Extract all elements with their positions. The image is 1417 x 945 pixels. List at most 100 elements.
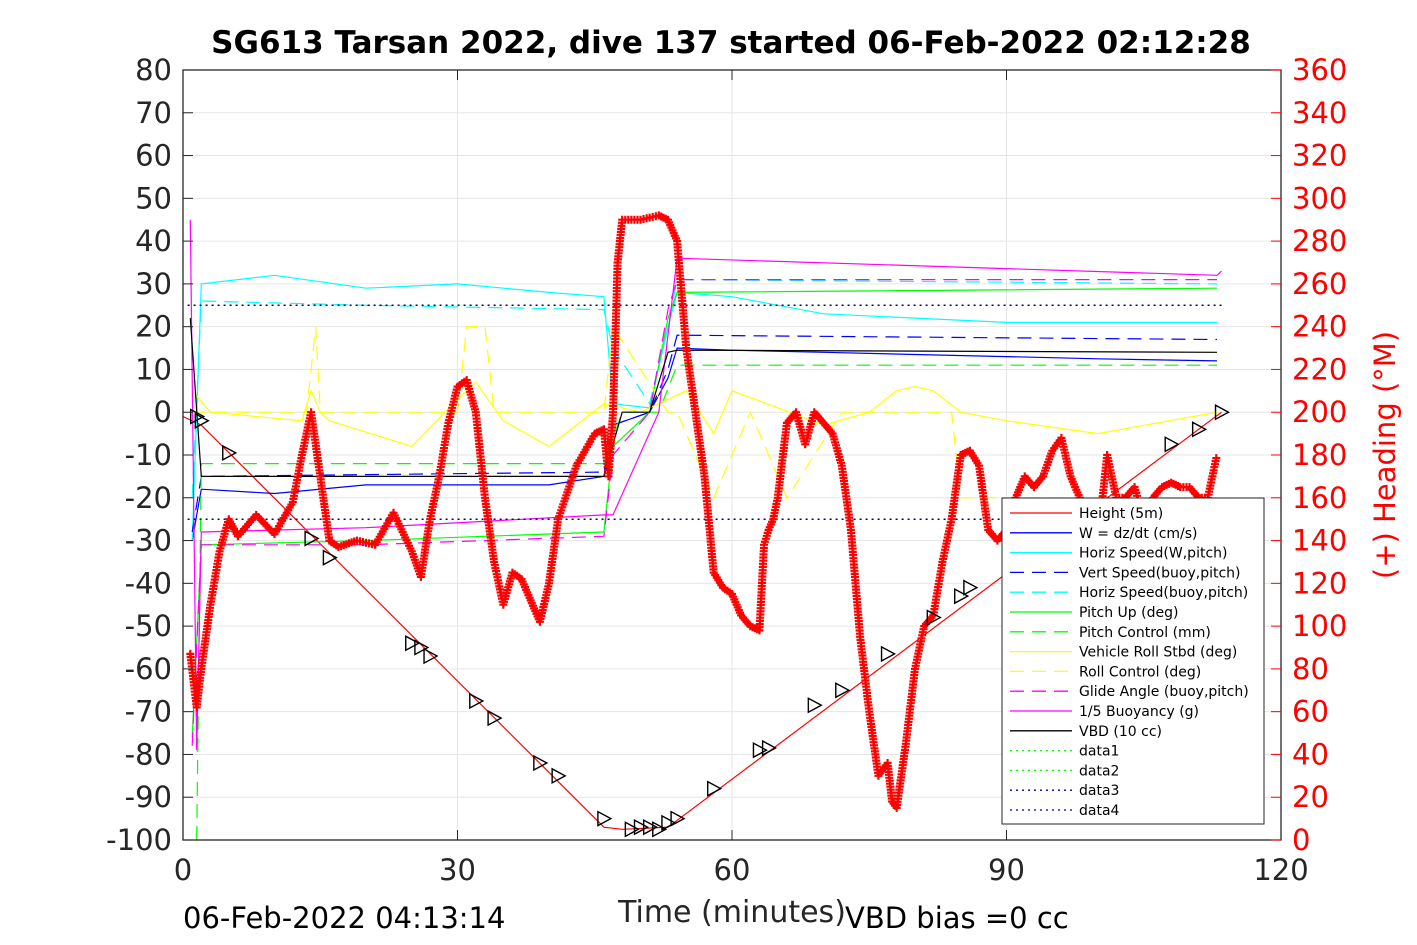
y-tick-label: -30	[125, 524, 172, 558]
depth-marker	[807, 697, 823, 714]
marker-layer	[190, 404, 1231, 838]
depth-marker	[624, 821, 640, 838]
depth-marker	[322, 549, 338, 566]
depth-marker	[707, 780, 723, 797]
legend-label: data1	[1079, 744, 1119, 760]
legend-label: Pitch Control (mm)	[1079, 625, 1211, 641]
legend-label: Horiz Speed(buoy,pitch)	[1079, 585, 1248, 601]
x-tick-label: 90	[988, 853, 1025, 887]
depth-marker	[633, 818, 649, 836]
y-right-tick-label: 60	[1292, 695, 1329, 729]
depth-marker	[652, 821, 668, 838]
depth-marker	[963, 579, 979, 596]
y-tick-label: -20	[125, 481, 172, 515]
legend-label: data4	[1079, 803, 1120, 819]
y-tick-label: -60	[125, 652, 172, 686]
x-tick-label: 60	[714, 853, 751, 887]
y-tick-label: 10	[135, 352, 172, 386]
depth-marker	[469, 692, 485, 710]
heading-layer	[186, 211, 1221, 812]
y-tick-label: -40	[125, 566, 172, 600]
depth-marker	[405, 635, 421, 652]
legend-label: Roll Control (deg)	[1079, 664, 1201, 680]
x-axis-label: Time (minutes)	[617, 895, 846, 930]
depth-marker	[597, 810, 613, 827]
y-right-tick-label: 180	[1292, 438, 1347, 472]
depth-marker	[1164, 436, 1180, 453]
chart-title: SG613 Tarsan 2022, dive 137 started 06-F…	[211, 25, 1251, 61]
depth-marker	[487, 709, 503, 727]
ticks	[182, 69, 1282, 841]
depth-marker	[670, 810, 686, 827]
depth-marker	[661, 814, 677, 832]
y-tick-label: -100	[106, 823, 172, 857]
series-1-5-buoyancy-g	[189, 219, 1222, 751]
y-right-tick-label: 280	[1292, 224, 1347, 258]
y-tick-label: -80	[125, 737, 172, 771]
y-right-tick-label: 220	[1292, 352, 1347, 386]
y-tick-label: 30	[135, 267, 172, 301]
y-tick-labels: 80 70 60 50 40 30 20 10 0 -10 -20 -30 -40 -50 -60 -70 -8…	[106, 53, 172, 857]
x-tick-label: 30	[439, 853, 476, 887]
depth-marker	[954, 587, 970, 605]
series-vert-speed-buoy-pitch	[191, 334, 1218, 533]
legend-label: VBD (10 cc)	[1079, 724, 1162, 740]
legend-label: Vert Speed(buoy,pitch)	[1079, 565, 1241, 581]
y-right-tick-label: 240	[1292, 310, 1347, 344]
y-right-tick-label: 20	[1292, 780, 1329, 814]
legend-label: Glide Angle (buoy,pitch)	[1079, 684, 1249, 700]
y-tick-label: 80	[135, 53, 172, 87]
y-tick-label: 20	[135, 310, 172, 344]
y-tick-label: 40	[135, 224, 172, 258]
y-right-tick-labels: 3603403203002802602402202001801601401201…	[1292, 53, 1347, 857]
y-right-tick-label: 160	[1292, 481, 1347, 515]
legend-label: Pitch Up (deg)	[1079, 605, 1178, 621]
y-right-tick-label: 140	[1292, 524, 1347, 558]
depth-marker	[414, 639, 430, 656]
y-tick-label: -70	[125, 695, 172, 729]
y-tick-label: -90	[125, 780, 172, 814]
footer-timestamp: 06-Feb-2022 04:13:14	[183, 901, 505, 935]
y-tick-label: 50	[135, 181, 172, 215]
depth-marker	[835, 682, 851, 699]
x-tick-labels: 0 30 60 90 120	[174, 853, 1309, 887]
y-right-tick-label: 0	[1292, 823, 1310, 857]
depth-marker	[551, 767, 567, 785]
legend-label: data3	[1079, 783, 1119, 799]
y-right-tick-label: 360	[1292, 53, 1347, 87]
y-right-tick-label: 320	[1292, 139, 1347, 173]
legend-label: Height (5m)	[1079, 506, 1163, 522]
depth-marker	[642, 818, 659, 836]
depth-marker	[190, 408, 206, 425]
legend-label: Horiz Speed(W,pitch)	[1079, 546, 1227, 562]
depth-marker	[1191, 421, 1208, 438]
depth-marker	[222, 444, 238, 462]
depth-marker	[304, 530, 320, 547]
depth-marker	[926, 609, 942, 626]
y-right-tick-label: 80	[1292, 652, 1329, 686]
footer-vbd-bias: VBD bias =0 cc	[845, 901, 1069, 935]
series-roll-control-deg	[192, 324, 1217, 500]
y-right-tick-label: 40	[1292, 737, 1329, 771]
depth-marker	[1214, 404, 1231, 421]
legend-label: W = dz/dt (cm/s)	[1079, 526, 1198, 542]
y-right-tick-label: 260	[1292, 267, 1347, 301]
series-height-5m	[182, 411, 1222, 830]
heading-markers	[186, 211, 1221, 812]
y-right-tick-label: 100	[1292, 609, 1347, 643]
y-right-tick-label: 120	[1292, 566, 1347, 600]
depth-marker	[423, 647, 439, 665]
y-tick-label: -50	[125, 609, 172, 643]
legend-label: 1/5 Buoyancy (g)	[1079, 704, 1199, 720]
y-tick-label: 60	[135, 139, 172, 173]
legend: Height (5m) W = dz/dt (cm/s) Horiz Speed(W…	[1001, 497, 1265, 825]
legend-label: Vehicle Roll Stbd (deg)	[1079, 645, 1237, 661]
series-vbd-10-cc	[189, 318, 1218, 477]
legend-label: data2	[1079, 763, 1119, 779]
y-right-tick-label: 200	[1292, 395, 1347, 429]
depth-marker	[194, 412, 210, 429]
series-pitch-control-mm	[196, 364, 1217, 841]
y-right-axis-label: (+) Heading (°M)	[1368, 331, 1402, 579]
x-tick-label: 0	[174, 853, 192, 887]
